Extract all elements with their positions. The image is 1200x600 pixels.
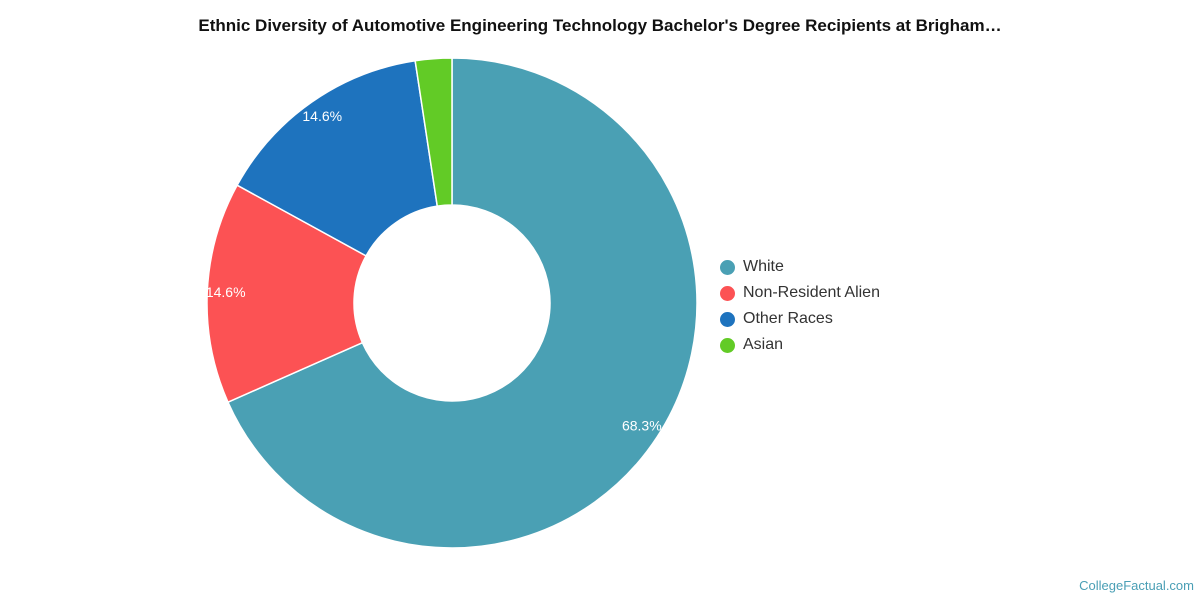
source-credit[interactable]: CollegeFactual.com bbox=[1079, 578, 1194, 593]
chart-legend: White Non-Resident Alien Other Races Asian bbox=[720, 254, 880, 358]
slice-white[interactable] bbox=[226, 57, 698, 549]
data-label-other-races: 14.6% bbox=[302, 108, 342, 124]
legend-label: Other Races bbox=[743, 310, 833, 327]
legend-swatch-icon bbox=[720, 311, 735, 327]
slice-non-resident-alien[interactable] bbox=[206, 184, 368, 404]
legend-swatch-icon bbox=[720, 285, 735, 301]
legend-label: Asian bbox=[743, 336, 784, 353]
data-label-non-resident-alien: 14.6% bbox=[206, 284, 246, 300]
legend-label: White bbox=[743, 258, 784, 275]
slice-asian[interactable] bbox=[414, 57, 453, 207]
legend-label: Non-Resident Alien bbox=[743, 284, 880, 301]
legend-swatch-icon bbox=[720, 259, 735, 275]
slice-other-races[interactable] bbox=[236, 59, 439, 257]
legend-item-other-races[interactable]: Other Races bbox=[720, 306, 880, 332]
legend-swatch-icon bbox=[720, 337, 735, 353]
legend-item-non-resident-alien[interactable]: Non-Resident Alien bbox=[720, 280, 880, 306]
legend-item-white[interactable]: White bbox=[720, 254, 880, 280]
data-label-white: 68.3% bbox=[622, 417, 662, 433]
legend-item-asian[interactable]: Asian bbox=[720, 332, 880, 358]
chart-title: Ethnic Diversity of Automotive Engineeri… bbox=[198, 16, 1002, 35]
